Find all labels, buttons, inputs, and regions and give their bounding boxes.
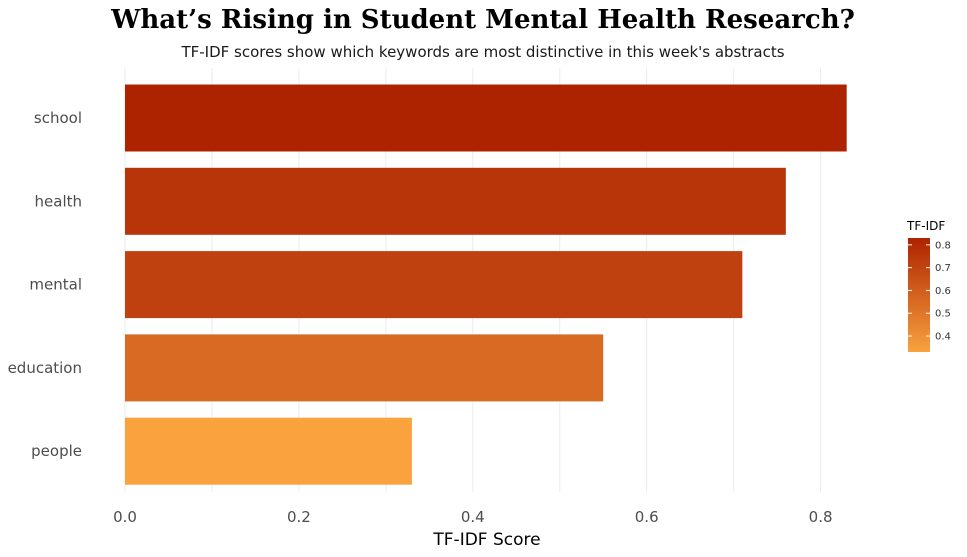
bar-school xyxy=(125,84,847,152)
chart-subtitle: TF-IDF scores show which keywords are mo… xyxy=(180,43,784,61)
bar-health xyxy=(125,167,786,235)
bar-people xyxy=(125,417,412,485)
legend-tick-label: 0.6 xyxy=(935,286,951,297)
x-axis-tick-labels: 0.0 0.2 0.4 0.6 0.8 xyxy=(113,508,832,526)
legend-tick-label: 0.5 xyxy=(935,309,951,320)
category-label-people: people xyxy=(31,442,82,460)
bar-education xyxy=(125,334,604,402)
category-label-education: education xyxy=(8,359,82,377)
legend-title: TF-IDF xyxy=(906,219,945,233)
x-tick-label: 0.4 xyxy=(461,508,485,526)
category-label-mental: mental xyxy=(29,276,82,294)
legend-colorbar xyxy=(908,238,930,352)
x-tick-label: 0.8 xyxy=(809,508,833,526)
color-legend: TF-IDF 0.4 0.5 0.6 0.7 0.8 xyxy=(906,219,951,352)
bar-mental xyxy=(125,251,743,319)
category-labels: school health mental education people xyxy=(8,109,82,460)
x-axis-title: TF-IDF Score xyxy=(432,530,540,550)
category-label-health: health xyxy=(35,192,82,210)
legend-tick-label: 0.7 xyxy=(935,263,951,274)
chart-title: What’s Rising in Student Mental Health R… xyxy=(110,5,855,35)
x-tick-label: 0.2 xyxy=(287,508,311,526)
legend-ticks: 0.4 0.5 0.6 0.7 0.8 xyxy=(908,240,951,343)
legend-tick-label: 0.8 xyxy=(935,240,951,251)
category-label-school: school xyxy=(34,109,82,127)
legend-tick-label: 0.4 xyxy=(935,332,951,343)
x-tick-label: 0.0 xyxy=(113,508,137,526)
bars xyxy=(125,84,847,485)
x-tick-label: 0.6 xyxy=(635,508,659,526)
